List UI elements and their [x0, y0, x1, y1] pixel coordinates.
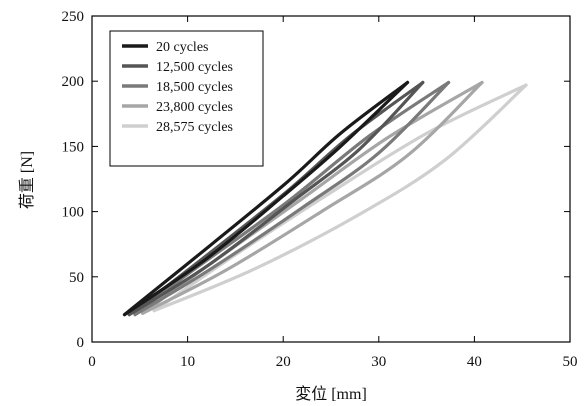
x-tick-label: 0: [88, 354, 96, 370]
legend-label-18-500-cycles: 18,500 cycles: [156, 80, 233, 95]
legend-box: [109, 30, 264, 167]
series-18-500-cycles: [133, 80, 451, 317]
x-tick-label: 30: [371, 354, 386, 370]
y-tick-label: 150: [62, 139, 85, 155]
y-tick-label: 50: [69, 270, 84, 286]
series-20-cycles: [122, 80, 410, 317]
y-axis-title: 荷重 [N]: [18, 151, 36, 209]
series-20-cycles-loading-line: [122, 80, 410, 317]
ticks-group: [91, 15, 571, 343]
legend: 20 cycles 12,500 cycles 18,500 cycles 23,80…: [109, 30, 264, 167]
y-tick-label: 250: [62, 9, 85, 25]
y-tick-label: 100: [62, 205, 85, 221]
series-28-575-cycles-loading-line: [152, 83, 528, 313]
series-28-575-cycles: [152, 83, 528, 313]
series-20-cycles-unloading-line: [122, 80, 410, 317]
x-axis-title: 変位 [mm]: [295, 385, 367, 403]
y-tick-label: 0: [77, 335, 85, 351]
curves-group: [122, 80, 528, 317]
series-12-500-cycles-unloading-line: [127, 80, 425, 317]
y-tick-label: 200: [62, 74, 85, 90]
x-tick-label: 50: [563, 354, 578, 370]
series-28-575-cycles-unloading-line: [152, 83, 528, 313]
series-23-800-cycles-unloading-line: [141, 80, 484, 315]
tick-labels-group: 0 10 20 30 40 50 0 50 100 150 200 250: [62, 9, 578, 370]
series-18-500-cycles-loading-line: [133, 80, 451, 317]
plot-frame: [91, 15, 571, 343]
series-18-500-cycles-unloading-line: [133, 80, 451, 317]
x-tick-label: 20: [276, 354, 291, 370]
legend-label-20-cycles: 20 cycles: [156, 40, 208, 55]
legend-label-23-800-cycles: 23,800 cycles: [156, 100, 233, 115]
x-tick-label: 40: [467, 354, 482, 370]
legend-label-12-500-cycles: 12,500 cycles: [156, 60, 233, 75]
x-tick-label: 10: [180, 354, 195, 370]
legend-label-28-575-cycles: 28,575 cycles: [156, 120, 233, 135]
